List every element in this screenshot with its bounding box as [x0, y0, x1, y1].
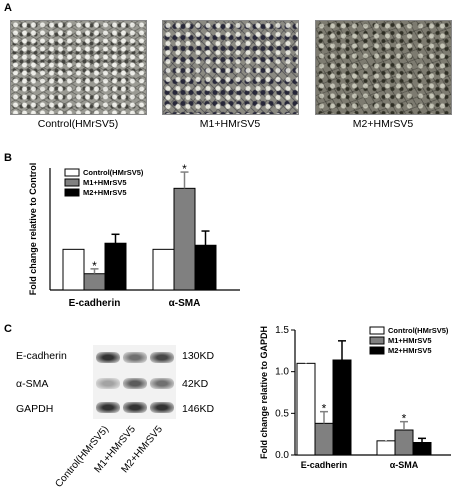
bar	[152, 248, 175, 291]
band-ecad-m2	[150, 352, 174, 363]
band-gapdh-m2	[150, 402, 174, 413]
legend-swatch	[369, 346, 385, 355]
band-gapdh-m1	[123, 402, 147, 413]
band-sma-control	[96, 378, 120, 389]
bar	[376, 440, 396, 456]
significance-mark: *	[402, 412, 407, 426]
bar	[83, 273, 106, 291]
band-ecad-m1	[123, 352, 147, 363]
chart-c: 0.0 0.5 1.0 1.5 Fold change relative to GAPD…	[259, 325, 451, 470]
y-tick-label: 1.5	[275, 325, 289, 336]
micrograph-m1	[162, 20, 299, 115]
y-tick-label: 1.0	[275, 367, 289, 378]
bar	[62, 248, 85, 291]
legend-label: Control(HMrSV5)	[83, 168, 144, 177]
micrograph-caption-control: Control(HMrSV5)	[37, 118, 119, 130]
band-sma-m2	[150, 378, 174, 389]
bar	[394, 429, 414, 456]
legend-swatch	[64, 188, 80, 197]
bar	[332, 359, 352, 456]
bar	[194, 244, 217, 291]
micrograph-m2	[315, 20, 452, 115]
legend-label: M2+HMrSV5	[83, 188, 127, 197]
band-ecad-control	[96, 352, 120, 363]
kd-label-gapdh: 146KD	[182, 403, 215, 415]
micrograph-control	[10, 20, 147, 115]
bar	[314, 422, 334, 456]
band-sma-m1	[123, 378, 147, 389]
legend-swatch	[369, 336, 385, 345]
y-tick-label: 0.0	[275, 450, 289, 461]
x-category-label: E-cadherin	[301, 460, 348, 470]
legend-label: M1+HMrSV5	[83, 178, 127, 187]
kd-label-ecadherin: 130KD	[182, 350, 215, 362]
blot-row-label-sma: α-SMA	[16, 378, 49, 390]
bar	[104, 242, 127, 291]
y-axis-title: Fold change relative to Control	[28, 163, 38, 296]
legend-label: M1+HMrSV5	[388, 336, 432, 345]
panel-c-label: C	[4, 323, 12, 335]
x-category-label: E-cadherin	[69, 298, 121, 309]
micrograph-caption-m2: M2+HMrSV5	[352, 118, 414, 130]
legend-swatch	[64, 168, 80, 177]
bar	[173, 187, 196, 291]
significance-mark: *	[92, 259, 97, 273]
bar	[296, 362, 316, 456]
blot-row-label-ecadherin: E-cadherin	[16, 350, 67, 362]
y-tick-label: 0.5	[275, 408, 289, 419]
panel-a-label: A	[4, 2, 12, 14]
chart-b: Fold change relative to Control E-cadheri…	[28, 162, 240, 309]
legend-swatch	[369, 326, 385, 335]
western-blot	[93, 345, 176, 419]
kd-label-sma: 42KD	[182, 378, 209, 390]
y-axis-title: Fold change relative to GAPDH	[259, 326, 269, 459]
legend-label: Control(HMrSV5)	[388, 326, 449, 335]
significance-mark: *	[182, 162, 187, 176]
blot-row-label-gapdh: GAPDH	[16, 403, 54, 415]
legend-label: M2+HMrSV5	[388, 346, 432, 355]
band-gapdh-control	[96, 402, 120, 413]
micrograph-caption-m1: M1+HMrSV5	[199, 118, 261, 130]
legend-swatch	[64, 178, 80, 187]
significance-mark: *	[322, 402, 327, 416]
bar	[412, 442, 432, 456]
x-category-label: α-SMA	[390, 460, 419, 470]
panel-b-label: B	[4, 152, 12, 164]
x-category-label: α-SMA	[169, 298, 201, 309]
